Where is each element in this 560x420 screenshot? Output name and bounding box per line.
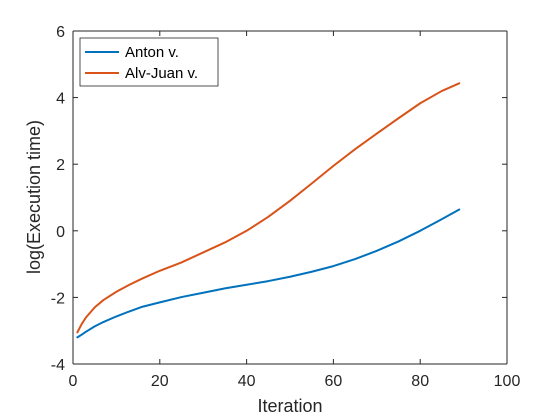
x-axis-label: Iteration — [257, 396, 322, 416]
legend-box — [79, 37, 219, 87]
x-tick-label: 60 — [325, 373, 343, 390]
series-line-1 — [76, 82, 461, 334]
y-axis-label: log(Execution time) — [24, 120, 44, 274]
legend-label-anton: Anton v. — [125, 44, 179, 61]
plot-area — [73, 31, 507, 364]
axes — [72, 30, 508, 365]
x-tick-label: 0 — [69, 373, 78, 390]
y-tick-label: 6 — [56, 24, 65, 41]
x-tick-label: 20 — [151, 373, 169, 390]
y-tick-label: 2 — [56, 157, 65, 174]
legend-label-alv-juan: Alv-Juan v. — [125, 65, 198, 82]
x-tick-label: 80 — [411, 373, 429, 390]
y-tick-label: 0 — [56, 224, 65, 241]
y-tick-label: -2 — [51, 290, 65, 307]
tick-layer: 0 20 40 60 80 100 -4 -2 0 2 4 6 — [51, 24, 521, 390]
y-tick-label: 4 — [56, 91, 65, 108]
series-layer — [76, 82, 461, 339]
x-tick-label: 100 — [494, 373, 521, 390]
legend: Anton v. Alv-Juan v. — [79, 37, 219, 87]
series-line-0 — [76, 208, 461, 339]
y-tick-label: -4 — [51, 357, 65, 374]
x-tick-label: 40 — [238, 373, 256, 390]
